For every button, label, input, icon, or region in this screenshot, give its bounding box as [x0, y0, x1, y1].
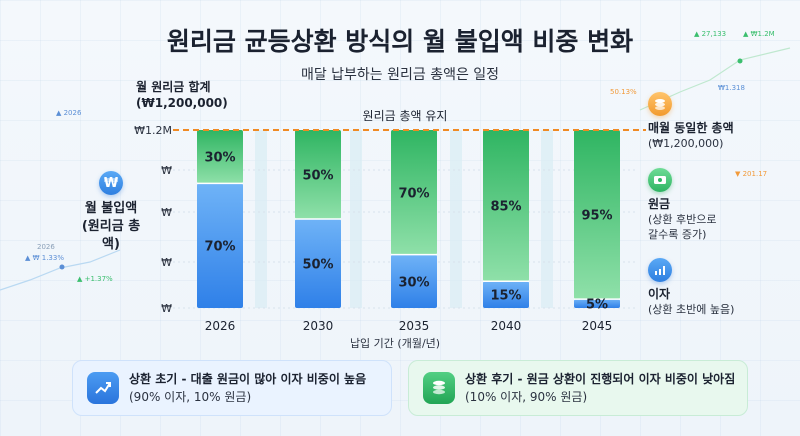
y-axis-title: 월 원리금 합계 (₩1,200,000) [136, 79, 228, 111]
chart-subtitle: 매달 납부하는 원리금 총액은 일정 [300, 67, 500, 83]
deco-stat-7: 2026 [37, 243, 55, 251]
bar-principal [197, 130, 243, 184]
legend-principal-title: 원금 [648, 197, 671, 211]
deco-stat-6: ▲ 2026 [56, 109, 82, 117]
legend-principal-sub2: 갈수록 증가) [648, 228, 707, 241]
trend-icon [648, 258, 672, 282]
legend-interest-title: 이자 [648, 287, 671, 301]
x-tick-label: 2040 [491, 319, 522, 333]
legend-item-principal: 원금 (상환 후반으로 갈수록 증가) [648, 168, 717, 242]
x-tick-label: 2035 [399, 319, 430, 333]
money-icon [648, 168, 672, 192]
data-label-interest: 5% [586, 298, 608, 313]
x-tick-label: 2026 [205, 319, 236, 333]
x-tick-label: 2030 [303, 319, 334, 333]
bar-principal [574, 130, 620, 300]
data-label-interest: 50% [302, 258, 333, 273]
trend-chart-icon [87, 372, 119, 404]
won-icon: ₩ [99, 171, 123, 195]
bar-interest [295, 219, 341, 308]
y-tick-label: ₩ [161, 302, 172, 315]
reference-line-label: 원리금 총액 유지 [363, 109, 448, 123]
bg-stripe [541, 130, 553, 308]
bg-stripe [255, 130, 267, 308]
bg-stripe [450, 130, 462, 308]
coins-icon [648, 92, 672, 116]
data-label-interest: 70% [204, 240, 235, 255]
bar-principal [391, 130, 437, 255]
y-axis-title-line2: (₩1,200,000) [136, 96, 228, 110]
summary-late-sub: (10% 이자, 90% 원금) [465, 390, 588, 404]
legend-interest-sub: (상환 초반에 높음) [648, 303, 735, 316]
data-label-interest: 15% [490, 289, 521, 304]
deco-stat-2: ▲ ₩1.2M [743, 30, 775, 38]
deco-stat-1: ▲ 27,133 [694, 30, 727, 38]
summary-late-title: 상환 후기 - 원금 상환이 진행되어 이자 비중이 낮아짐 [465, 372, 736, 386]
y-tick-label: ₩ [161, 256, 172, 269]
y-tick-label: ₩ [161, 206, 172, 219]
chart-title: 원리금 균등상환 방식의 월 불입액 비중 변화 [166, 27, 634, 56]
left-callout-line2: (원리금 총액) [81, 219, 141, 252]
legend-item-total: 매월 동일한 총액 (₩1,200,000) [648, 92, 734, 151]
summary-card-late: 상환 후기 - 원금 상환이 진행되어 이자 비중이 낮아짐 (10% 이자, … [408, 360, 748, 416]
y-axis-title-line1: 월 원리금 합계 [136, 80, 211, 94]
bar-principal [295, 130, 341, 219]
x-tick-label: 2045 [582, 319, 613, 333]
summary-early-sub: (90% 이자, 10% 원금) [129, 390, 252, 404]
bar-interest [391, 254, 437, 308]
y-tick-label: ₩1.2M [134, 124, 172, 137]
bar-interest [483, 281, 529, 308]
left-callout-line1: 월 불입액 [84, 201, 138, 216]
legend-total-sub: (₩1,200,000) [648, 137, 724, 150]
data-label-principal: 95% [581, 209, 612, 224]
data-label-principal: 30% [204, 151, 235, 166]
legend-principal-sub1: (상환 후반으로 [648, 213, 717, 226]
deco-stat-3: 50.13% [610, 88, 637, 96]
legend-item-interest: 이자 (상환 초반에 높음) [648, 258, 734, 317]
x-axis-label: 납입 기간 (개월/년) [350, 337, 440, 350]
data-label-principal: 85% [490, 200, 521, 215]
bar-interest [197, 183, 243, 308]
y-tick-label: ₩ [161, 164, 172, 177]
coins-stack-icon [423, 372, 455, 404]
deco-stat-4: ₩1.318 [718, 84, 745, 92]
deco-stat-5: ▼ 201.17 [735, 170, 768, 178]
data-label-principal: 70% [398, 186, 429, 201]
deco-stat-8: ▲ ₩ 1.33% [25, 254, 64, 262]
bar-interest [574, 299, 620, 308]
data-label-interest: 30% [398, 275, 429, 290]
summary-early-title: 상환 초기 - 대출 원금이 많아 이자 비중이 높음 [129, 372, 367, 386]
summary-card-early: 상환 초기 - 대출 원금이 많아 이자 비중이 높음 (90% 이자, 10%… [72, 360, 392, 416]
deco-stat-9: ▲ +1.37% [77, 275, 113, 283]
bg-stripe [350, 130, 362, 308]
deco-dot-left [59, 264, 65, 270]
data-label-principal: 50% [302, 169, 333, 184]
legend-total-title: 매월 동일한 총액 [648, 121, 734, 135]
left-callout: ₩ 월 불입액 (원리금 총액) [76, 171, 146, 254]
deco-dot-right [737, 58, 743, 64]
bar-principal [483, 130, 529, 282]
